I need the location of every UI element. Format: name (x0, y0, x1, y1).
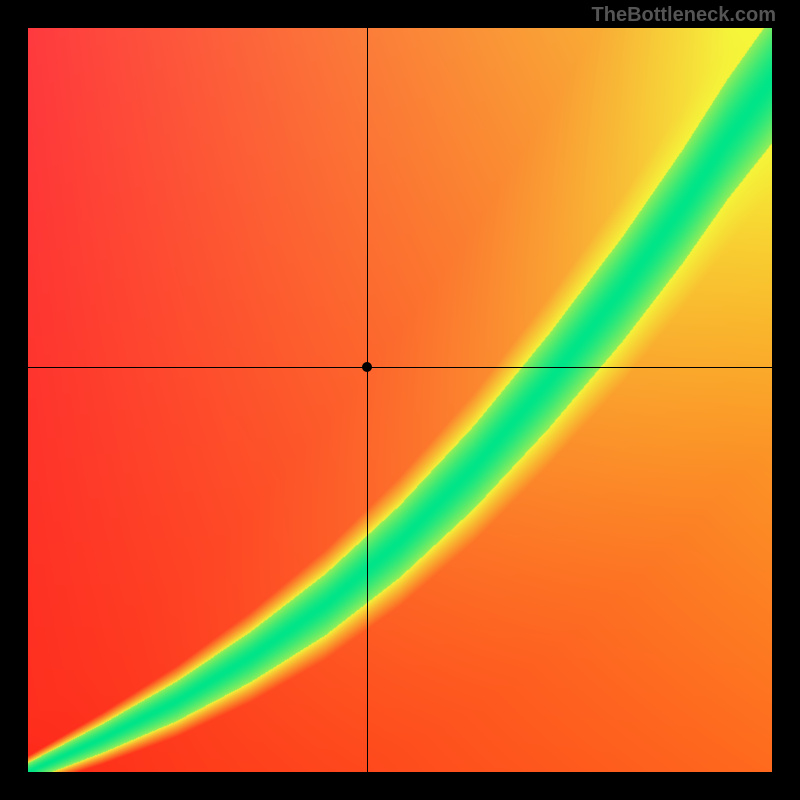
watermark-text: TheBottleneck.com (592, 4, 776, 27)
heatmap-canvas (28, 28, 772, 772)
heatmap-plot (28, 28, 772, 772)
crosshair-horizontal (28, 367, 772, 368)
crosshair-vertical (367, 28, 368, 772)
crosshair-marker (362, 362, 372, 372)
